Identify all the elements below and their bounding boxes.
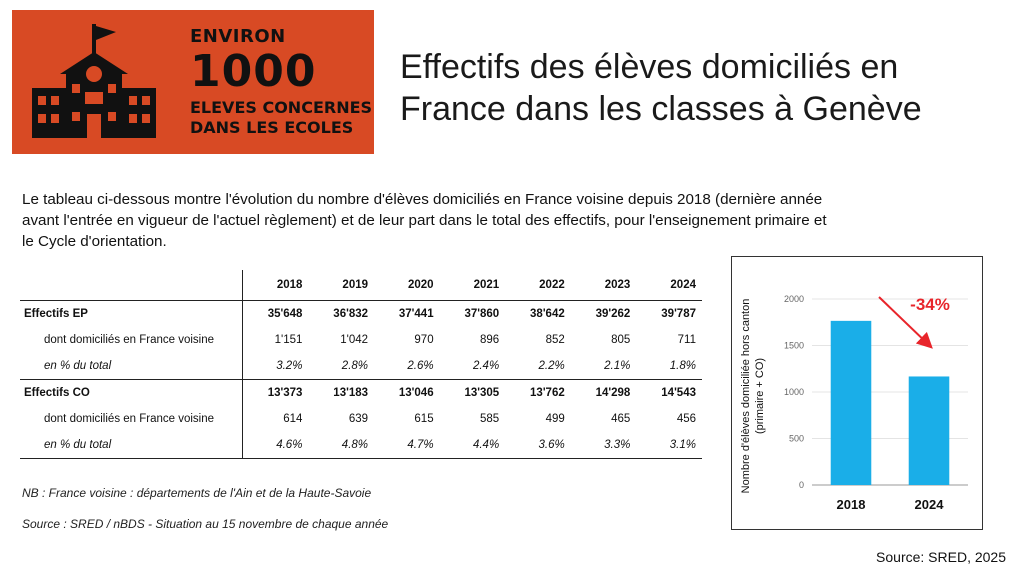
- year-header: 2024: [636, 270, 702, 301]
- bar-2024: [908, 376, 950, 485]
- y-tick-label: 1000: [784, 387, 804, 397]
- bar-2018: [830, 320, 872, 485]
- y-tick-label: 0: [799, 480, 804, 490]
- table-cell: 615: [414, 413, 434, 425]
- banner-line-ecoles: DANS LES ECOLES: [190, 118, 354, 137]
- bar-chart: 0 500 1000 1500 2000 2018 2024 Nombre d'élève…: [731, 256, 983, 530]
- title-line-1: Effectifs des élèves domiciliés en: [400, 48, 899, 86]
- table-cell: 711: [677, 334, 696, 346]
- row-label: dont domiciliés en France voisine: [20, 406, 243, 432]
- table-cell: 3.1%: [636, 432, 702, 459]
- table-header-empty: [20, 270, 243, 301]
- x-category-label: 2018: [837, 497, 866, 512]
- table-cell: 4.7%: [374, 432, 440, 459]
- x-category-label: 2024: [915, 497, 945, 512]
- banner-line-eleves: ELEVES CONCERNES: [190, 98, 373, 117]
- table-cell: 2.6%: [407, 360, 434, 372]
- table-row: dont domiciliés en France voisine 614 63…: [20, 406, 702, 432]
- table-cell: 2.8%: [341, 360, 369, 372]
- row-label: Effectifs EP: [20, 300, 243, 327]
- table-cell: 3.2%: [276, 360, 303, 372]
- note-source: Source : SRED / nBDS - Situation au 15 n…: [22, 517, 389, 531]
- table-cell: 14'298: [570, 379, 637, 406]
- table-cell: 456: [676, 413, 696, 425]
- title-line-2: France dans les classes à Genève: [400, 90, 922, 128]
- note-nb: NB : France voisine : départements de l'…: [22, 486, 372, 500]
- table-cell: 13'762: [505, 379, 571, 406]
- row-label: dont domiciliés en France voisine: [20, 327, 243, 353]
- table-cell: 36'832: [333, 308, 369, 320]
- table-cell: 639: [348, 413, 369, 425]
- table-cell: 13'305: [439, 379, 506, 406]
- row-label: en % du total: [20, 353, 243, 380]
- year-header: 2018: [242, 270, 309, 301]
- year-header: 2020: [374, 270, 440, 301]
- table-cell: 13'373: [242, 379, 309, 406]
- footer-source: Source: SRED, 2025: [876, 549, 1006, 565]
- table-row: en % du total 3.2% 2.8% 2.6% 2.4% 2.2% 2…: [20, 353, 702, 380]
- table-row: dont domiciliés en France voisine 1'151 …: [20, 327, 702, 353]
- table-cell: 970: [414, 334, 434, 346]
- enrollment-table: 2018 2019 2020 2021 2022 2023 2024 Effec…: [20, 270, 702, 459]
- table-cell: 1'151: [274, 334, 303, 346]
- table-cell: 2.2%: [538, 360, 565, 372]
- table-cell: 1'042: [340, 334, 369, 346]
- row-label: en % du total: [20, 432, 243, 459]
- table-cell: 4.6%: [242, 432, 309, 459]
- intro-paragraph: Le tableau ci-dessous montre l'évolution…: [22, 191, 827, 250]
- chart-annotation: -34%: [910, 295, 950, 314]
- page-title: Effectifs des élèves domiciliés en Franc…: [400, 46, 1010, 130]
- banner-line-count: 1000: [190, 46, 317, 97]
- row-label: Effectifs CO: [20, 379, 243, 406]
- table-cell: 614: [283, 413, 303, 425]
- school-building-icon: [32, 24, 156, 138]
- year-header: 2023: [570, 270, 637, 301]
- table-cell: 585: [479, 413, 500, 425]
- bar-chart-svg: 0 500 1000 1500 2000 2018 2024 Nombre d'élève…: [740, 294, 968, 512]
- table-cell: 13'183: [308, 379, 375, 406]
- table-cell: 39'787: [661, 308, 696, 320]
- table-cell: 38'642: [530, 308, 565, 320]
- table-cell: 2.1%: [604, 360, 631, 372]
- year-header: 2022: [505, 270, 571, 301]
- table-row: Effectifs CO 13'373 13'183 13'046 13'305…: [20, 379, 702, 406]
- table-cell: 3.6%: [505, 432, 571, 459]
- year-header: 2021: [439, 270, 506, 301]
- table-cell: 37'860: [464, 308, 500, 320]
- table-cell: 805: [611, 334, 631, 346]
- table-row: Effectifs EP 35'648 36'832 37'441 37'860…: [20, 300, 702, 327]
- chart-ylabel-line1: Nombre d'élèves domiciliée hors canton: [740, 299, 752, 494]
- table-cell: 37'441: [398, 308, 434, 320]
- y-tick-label: 1500: [784, 341, 804, 351]
- decrease-arrow: [878, 296, 933, 349]
- chart-ylabel-line2: (primaire + CO): [754, 358, 766, 434]
- table-cell: 14'543: [636, 379, 702, 406]
- table-cell: 852: [545, 334, 565, 346]
- table-cell: 3.3%: [570, 432, 637, 459]
- table-cell: 4.8%: [308, 432, 375, 459]
- table-cell: 465: [611, 413, 631, 425]
- info-banner: ENVIRON 1000 ELEVES CONCERNES DANS LES E…: [12, 10, 374, 154]
- year-header: 2019: [308, 270, 375, 301]
- table-cell: 499: [545, 413, 565, 425]
- table-cell: 4.4%: [439, 432, 506, 459]
- y-tick-label: 500: [789, 434, 804, 444]
- table-cell: 1.8%: [669, 360, 696, 372]
- table-cell: 35'648: [267, 308, 303, 320]
- table-row: en % du total 4.6% 4.8% 4.7% 4.4% 3.6% 3…: [20, 432, 702, 459]
- table-cell: 13'046: [374, 379, 440, 406]
- y-tick-label: 2000: [784, 294, 804, 304]
- table-cell: 39'262: [595, 308, 631, 320]
- table-cell: 896: [479, 334, 500, 346]
- table-header-row: 2018 2019 2020 2021 2022 2023 2024: [20, 270, 702, 301]
- banner-line-environ: ENVIRON: [190, 26, 286, 47]
- table-cell: 2.4%: [472, 360, 500, 372]
